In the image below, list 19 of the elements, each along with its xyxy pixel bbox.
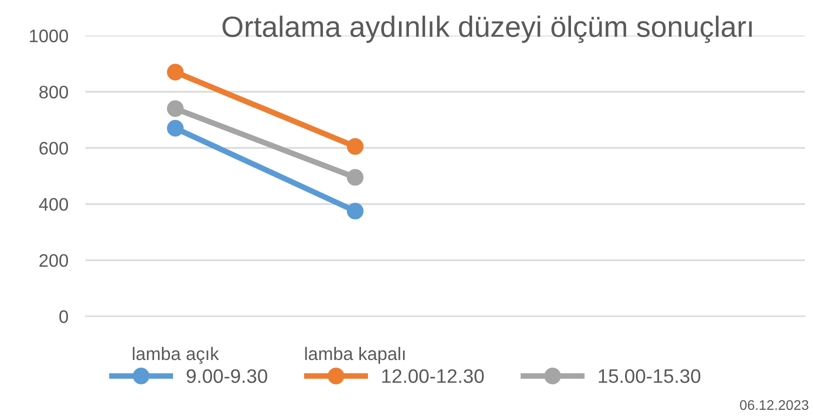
y-tick-label: 200 bbox=[39, 254, 68, 267]
y-tick-label: 1000 bbox=[30, 30, 68, 42]
y-tick-label: 600 bbox=[39, 142, 68, 155]
point bbox=[166, 64, 184, 80]
y-tick-label: 800 bbox=[39, 86, 68, 98]
legend-label: 15.00-15.30 bbox=[598, 369, 700, 383]
legend-label: 12.00-12.30 bbox=[382, 369, 484, 383]
point bbox=[166, 120, 184, 137]
text: 06.12.2023 bbox=[740, 400, 808, 410]
x-tick-label: lamba kapalı bbox=[305, 346, 405, 364]
y-tick-label: 0 bbox=[59, 310, 68, 324]
chart-title: Ortalama aydınlık düzeyi ölçüm sonuçları bbox=[222, 16, 752, 43]
point bbox=[346, 138, 364, 155]
point bbox=[166, 100, 184, 117]
legend-label: 9.00-9.30 bbox=[186, 369, 268, 383]
point bbox=[346, 169, 364, 186]
point bbox=[346, 202, 364, 220]
y-tick-label: 400 bbox=[38, 198, 68, 211]
x-tick-label: lamba açık bbox=[132, 346, 219, 364]
